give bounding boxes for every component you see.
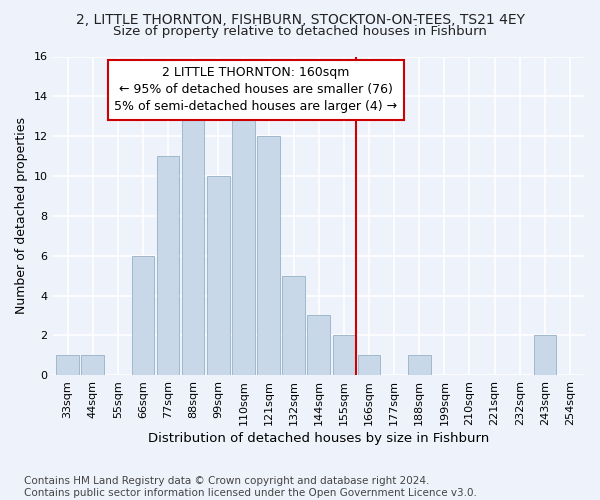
Text: Contains HM Land Registry data © Crown copyright and database right 2024.
Contai: Contains HM Land Registry data © Crown c… (24, 476, 477, 498)
Bar (182, 116, 205, 375)
Bar (82, 356, 104, 375)
Y-axis label: Number of detached properties: Number of detached properties (15, 118, 28, 314)
X-axis label: Distribution of detached houses by size in Fishburn: Distribution of detached houses by size … (148, 432, 490, 445)
Bar (307, 316, 330, 375)
Bar (56, 356, 79, 375)
Text: 2, LITTLE THORNTON, FISHBURN, STOCKTON-ON-TEES, TS21 4EY: 2, LITTLE THORNTON, FISHBURN, STOCKTON-O… (76, 12, 524, 26)
Bar (157, 156, 179, 375)
Bar (408, 356, 431, 375)
Bar (131, 256, 154, 375)
Bar (358, 356, 380, 375)
Bar (257, 136, 280, 375)
Bar (207, 176, 230, 375)
Text: Size of property relative to detached houses in Fishburn: Size of property relative to detached ho… (113, 25, 487, 38)
Bar (332, 336, 355, 375)
Bar (232, 116, 255, 375)
Bar (283, 276, 305, 375)
Text: 2 LITTLE THORNTON: 160sqm
← 95% of detached houses are smaller (76)
5% of semi-d: 2 LITTLE THORNTON: 160sqm ← 95% of detac… (115, 66, 398, 114)
Bar (533, 336, 556, 375)
